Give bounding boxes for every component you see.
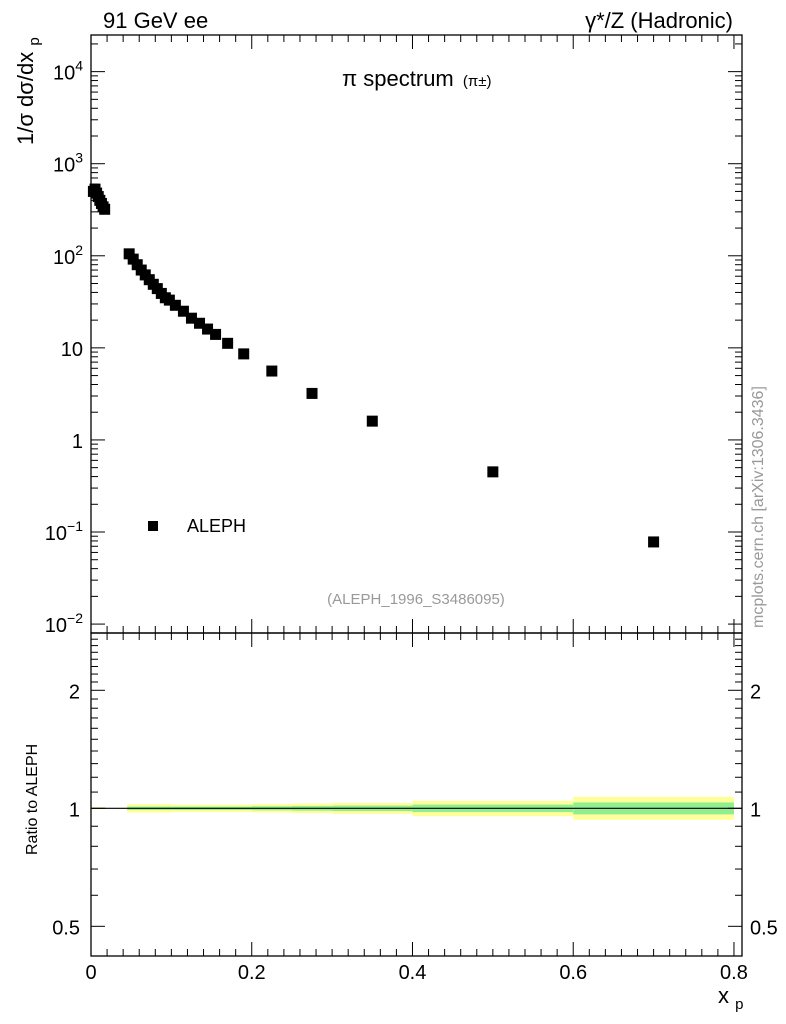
plot-title-sub: (π±) [463, 73, 492, 90]
data-point [163, 294, 175, 306]
y-tick-label-base: 10 [53, 63, 75, 85]
data-point [648, 536, 660, 548]
y-tick-label-exp: 3 [75, 150, 83, 166]
y-tick-label-exp: 4 [75, 58, 83, 74]
plot-title: π spectrum (π±) [342, 66, 491, 91]
ratio-y-tick-label-right: 2 [750, 681, 761, 703]
x-axis-label-text: x [718, 983, 729, 1008]
x-tick-label: 0.6 [559, 962, 587, 984]
data-point [185, 312, 197, 324]
ratio-y-tick-label: 1 [69, 799, 80, 821]
watermark: mcplots.cern.ch [arXiv:1306.3436] [750, 386, 767, 628]
y-axis-label-ratio: Ratio to ALEPH [24, 744, 41, 855]
y-tick-label-exp: 2 [75, 242, 83, 258]
ratio-y-tick-label-right: 0.5 [750, 917, 778, 939]
x-tick-label: 0.4 [399, 962, 427, 984]
y-tick-label: 10−2 [45, 610, 83, 637]
data-point [127, 253, 139, 265]
y-tick-label: 1 [72, 431, 83, 453]
x-axis-label: x p [718, 983, 743, 1013]
data-point [169, 299, 181, 311]
header-right: γ*/Z (Hadronic) [585, 8, 733, 33]
y-tick-label-exp: −1 [67, 518, 83, 534]
y-tick-label-base: 10 [53, 247, 75, 269]
y-axis-label-main-text: 1/σ dσ/dx [13, 52, 38, 145]
x-tick-label: 0.8 [720, 962, 748, 984]
y-tick-label: 104 [53, 58, 83, 85]
y-tick-label: 10−1 [45, 518, 83, 545]
ratio-plot-frame [90, 632, 743, 957]
y-tick-label: 103 [53, 150, 83, 177]
x-tick-label: 0.2 [238, 962, 266, 984]
ratio-y-tick-label: 0.5 [52, 917, 80, 939]
y-tick-label: 10 [61, 339, 83, 361]
data-point [210, 328, 222, 340]
data-point [202, 323, 214, 335]
data-point [222, 337, 234, 349]
y-axis-label-main-sub: p [26, 37, 43, 45]
plot-title-main: π spectrum [342, 66, 454, 91]
y-tick-label: 102 [53, 242, 83, 269]
data-point [266, 365, 278, 377]
data-point [177, 305, 189, 317]
header-left: 91 GeV ee [103, 8, 208, 33]
data-point [366, 415, 378, 427]
data-point [238, 348, 250, 360]
ratio-y-tick-label-right: 1 [750, 799, 761, 821]
data-point [487, 466, 499, 478]
data-point [306, 387, 318, 399]
analysis-tag: (ALEPH_1996_S3486095) [327, 591, 505, 608]
main-plot-frame [90, 34, 743, 634]
x-axis-label-sub: p [735, 996, 743, 1013]
legend-label: ALEPH [187, 516, 246, 536]
y-tick-label-base: 10 [53, 155, 75, 177]
y-tick-label-exp: −2 [67, 610, 83, 626]
legend-marker [148, 521, 158, 531]
x-tick-label: 0 [85, 962, 96, 984]
y-tick-label-base: 10 [45, 615, 67, 637]
y-axis-label-main: 1/σ dσ/dx p [13, 37, 43, 145]
data-point [99, 203, 111, 215]
y-tick-label-base: 10 [45, 523, 67, 545]
ratio-y-tick-label: 2 [69, 681, 80, 703]
data-point [194, 317, 205, 329]
